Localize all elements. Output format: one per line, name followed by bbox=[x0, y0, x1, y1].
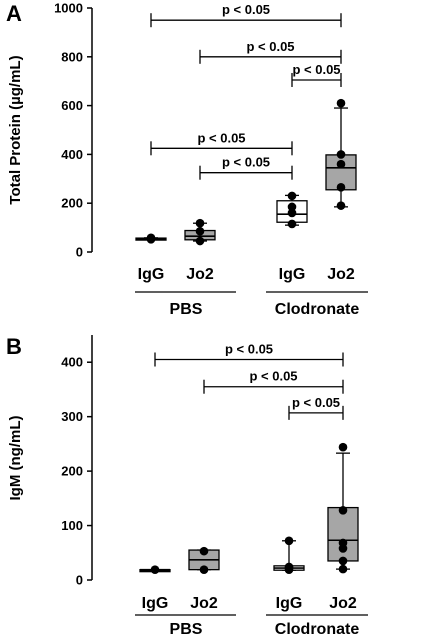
panel-a-y-axis-title: Total Protein (µg/mL) bbox=[7, 55, 24, 204]
panel-a-tick-label: 400 bbox=[61, 147, 83, 162]
panel-b-box-1 bbox=[188, 546, 220, 574]
data-point bbox=[336, 150, 346, 159]
panel-a-significance-bracket: p < 0.05 bbox=[199, 39, 342, 64]
data-point bbox=[195, 226, 205, 236]
panel-b-category-label: Jo2 bbox=[190, 595, 218, 612]
panel-b-tick-label: 400 bbox=[61, 355, 83, 370]
panel-a-tick-label: 200 bbox=[61, 196, 83, 211]
panel-b-box-0 bbox=[139, 565, 171, 574]
panel-b-tick-label: 0 bbox=[76, 573, 83, 588]
panel-b-tick-label: 200 bbox=[61, 464, 83, 479]
panel-b-y-axis-title: IgM (ng/mL) bbox=[7, 416, 24, 501]
panel-a-tick-label: 800 bbox=[61, 49, 83, 64]
data-point bbox=[199, 565, 209, 574]
panel-a-box-2 bbox=[276, 191, 308, 229]
panel-a-group-label: PBS bbox=[170, 301, 203, 318]
panel-b-box-2 bbox=[273, 536, 305, 574]
panel-a-significance-bracket: p < 0.05 bbox=[199, 155, 293, 180]
data-point bbox=[338, 506, 348, 515]
significance-label: p < 0.05 bbox=[222, 155, 270, 170]
panel-b-category-label: Jo2 bbox=[329, 595, 357, 612]
significance-label: p < 0.05 bbox=[222, 2, 270, 17]
data-point bbox=[284, 562, 294, 572]
data-point bbox=[336, 183, 346, 192]
data-point bbox=[287, 191, 297, 201]
panel-a-category-label: Jo2 bbox=[327, 266, 355, 283]
panel-b-group-label: PBS bbox=[170, 621, 203, 634]
panel-b-letter: B bbox=[6, 334, 22, 359]
significance-label: p < 0.05 bbox=[292, 62, 340, 77]
panel-b-significance-bracket: p < 0.05 bbox=[203, 369, 344, 394]
data-point bbox=[287, 219, 297, 229]
data-point bbox=[336, 159, 346, 169]
panel-a-significance-bracket: p < 0.05 bbox=[150, 130, 293, 156]
data-point bbox=[338, 564, 348, 574]
panel-a-category-label: Jo2 bbox=[186, 266, 214, 283]
significance-label: p < 0.05 bbox=[246, 39, 294, 54]
panel-b-category-label: IgG bbox=[142, 595, 169, 612]
panel-a-box-0 bbox=[135, 233, 167, 244]
panel-a-letter: A bbox=[6, 1, 22, 26]
significance-label: p < 0.05 bbox=[292, 395, 340, 410]
data-point bbox=[338, 556, 348, 566]
data-point bbox=[150, 565, 160, 574]
significance-label: p < 0.05 bbox=[249, 369, 297, 384]
data-point bbox=[195, 236, 205, 246]
panel-a-box-3 bbox=[325, 98, 357, 210]
data-point bbox=[146, 233, 156, 243]
panel-b-tick-label: 300 bbox=[61, 409, 83, 424]
panel-a-tick-label: 0 bbox=[76, 245, 83, 260]
panel-a-tick-label: 1000 bbox=[54, 1, 83, 16]
significance-label: p < 0.05 bbox=[225, 342, 273, 357]
panel-b-box-3 bbox=[327, 442, 359, 574]
data-point bbox=[199, 546, 209, 556]
panel-a-box-1 bbox=[184, 218, 216, 246]
panel-b-significance-bracket: p < 0.05 bbox=[288, 395, 344, 420]
panel-a-category-label: IgG bbox=[138, 266, 165, 283]
significance-label: p < 0.05 bbox=[197, 130, 245, 145]
panel-b-category-label: IgG bbox=[276, 595, 303, 612]
box-iqr bbox=[327, 506, 359, 562]
data-point bbox=[195, 218, 205, 228]
panel-a-group-label: Clodronate bbox=[275, 301, 360, 318]
data-point bbox=[287, 202, 297, 212]
panel-a-significance-bracket: p < 0.05 bbox=[150, 2, 342, 28]
panel-a-significance-bracket: p < 0.05 bbox=[291, 62, 342, 87]
panel-a-category-label: IgG bbox=[279, 266, 306, 283]
data-point bbox=[336, 201, 346, 210]
panel-a-tick-label: 600 bbox=[61, 98, 83, 113]
panel-b-group-label: Clodronate bbox=[275, 621, 360, 634]
panel-b-tick-label: 100 bbox=[61, 518, 83, 533]
data-point bbox=[336, 98, 346, 108]
data-point bbox=[287, 208, 297, 218]
data-point bbox=[338, 538, 348, 548]
panel-b-significance-bracket: p < 0.05 bbox=[154, 342, 344, 367]
data-point bbox=[338, 442, 348, 452]
data-point bbox=[284, 536, 294, 546]
